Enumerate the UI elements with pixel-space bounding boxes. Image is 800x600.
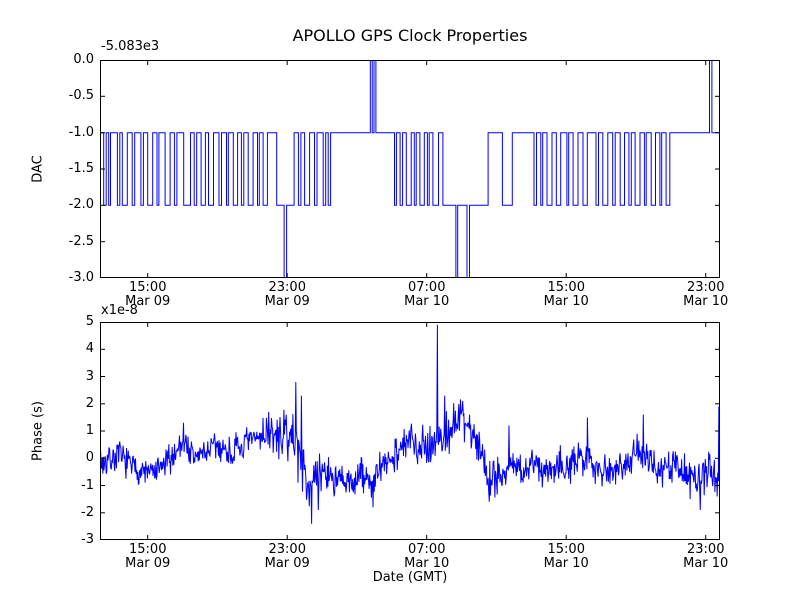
- x-tick-time-label: 23:00: [268, 542, 306, 557]
- y-tick-label: -0.5: [68, 88, 94, 104]
- dac-series-line: [100, 60, 720, 278]
- y-tick-label: 2: [85, 395, 94, 411]
- phase-ylabel: Phase (s): [30, 401, 46, 461]
- y-tick-label: 0: [85, 450, 94, 466]
- y-tick-label: -3.0: [68, 270, 94, 285]
- y-tick-label: 1: [85, 423, 94, 438]
- x-tick-date-label: Mar 10: [543, 556, 589, 571]
- x-tick-time-label: 15:00: [129, 280, 167, 295]
- dac-plot: [100, 60, 720, 278]
- y-tick-label: 3: [85, 368, 94, 384]
- y-tick-label: -2: [81, 504, 94, 520]
- x-tick-time-label: 15:00: [547, 280, 585, 295]
- x-tick-time-label: 15:00: [129, 542, 167, 557]
- x-tick-date-label: Mar 10: [404, 294, 450, 309]
- y-tick-label: -1.5: [68, 161, 94, 176]
- axes-border: [100, 322, 720, 540]
- x-tick-time-label: 23:00: [687, 280, 725, 295]
- y-tick-label: 5: [85, 314, 94, 329]
- x-tick-date-label: Mar 10: [683, 556, 729, 571]
- y-tick-label: 4: [85, 341, 94, 357]
- x-tick-time-label: 07:00: [408, 542, 446, 557]
- y-tick-label: -3: [81, 532, 94, 547]
- y-tick-label: -1.0: [68, 124, 94, 140]
- x-tick-date-label: Mar 09: [264, 556, 310, 571]
- y-tick-label: -2.5: [68, 233, 94, 249]
- chart-title: APOLLO GPS Clock Properties: [292, 26, 528, 45]
- phase-axis-multiplier-label: x1e-8: [101, 303, 138, 318]
- dac-ylabel: DAC: [30, 155, 46, 183]
- x-tick-date-label: Mar 10: [543, 294, 589, 309]
- y-tick-label: -2.0: [68, 197, 94, 213]
- phase-series-line: [100, 324, 720, 524]
- x-tick-time-label: 23:00: [268, 280, 306, 295]
- x-tick-time-label: 15:00: [547, 542, 585, 557]
- x-tick-date-label: Mar 09: [125, 294, 171, 309]
- x-tick-date-label: Mar 09: [264, 294, 310, 309]
- y-tick-label: 0.0: [73, 52, 94, 67]
- x-tick-date-label: Mar 09: [125, 556, 171, 571]
- dac-axis-offset-label: -5.083e3: [101, 39, 160, 54]
- x-tick-date-label: Mar 10: [404, 556, 450, 571]
- x-tick-date-label: Mar 10: [683, 294, 729, 309]
- axes-border: [100, 60, 720, 278]
- y-tick-label: -1: [81, 477, 94, 493]
- phase-plot: [100, 322, 720, 540]
- xaxis-label: Date (GMT): [372, 570, 448, 585]
- x-tick-time-label: 07:00: [408, 280, 446, 295]
- x-tick-time-label: 23:00: [687, 542, 725, 557]
